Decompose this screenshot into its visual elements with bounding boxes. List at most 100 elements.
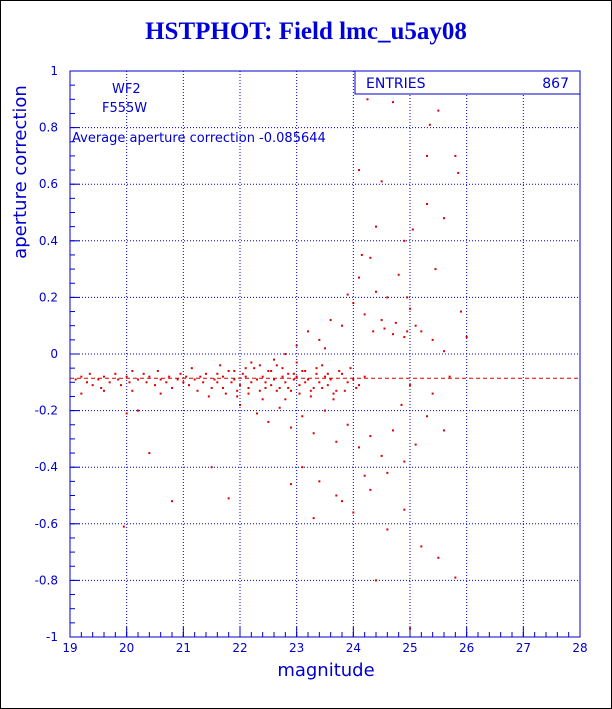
data-point: [341, 324, 343, 327]
data-point: [301, 369, 304, 372]
data-point: [312, 386, 315, 389]
data-point: [332, 398, 335, 401]
data-point: [159, 392, 162, 395]
data-point: [428, 123, 431, 126]
data-point: [281, 375, 284, 378]
x-tick-label: 20: [119, 641, 134, 655]
data-point: [250, 361, 253, 364]
data-point: [386, 296, 389, 299]
data-point: [270, 384, 273, 387]
data-point: [326, 384, 329, 387]
data-point: [352, 302, 355, 305]
data-point: [179, 372, 182, 375]
data-point: [275, 389, 278, 392]
data-point: [304, 369, 307, 372]
data-point: [284, 381, 287, 384]
data-point: [329, 378, 332, 381]
x-tick-label: 23: [289, 641, 304, 655]
data-point: [295, 344, 298, 347]
data-point: [406, 296, 409, 299]
data-point: [284, 398, 287, 401]
data-point: [386, 528, 389, 531]
data-point: [154, 384, 156, 387]
y-tick-label: -0.6: [35, 517, 58, 531]
data-point: [148, 452, 151, 455]
data-point: [318, 381, 321, 384]
data-points: [74, 98, 468, 630]
data-point: [185, 375, 188, 378]
data-point: [431, 392, 434, 395]
data-point: [108, 381, 111, 384]
data-point: [465, 336, 468, 339]
data-point: [117, 378, 120, 381]
x-tick-label: 19: [62, 641, 77, 655]
data-point: [420, 545, 423, 548]
data-point: [114, 372, 117, 375]
data-point: [363, 313, 366, 316]
data-point: [159, 378, 162, 381]
data-point: [137, 378, 139, 381]
y-tick-label: 0.8: [39, 121, 58, 135]
data-point: [397, 273, 400, 276]
data-point: [131, 369, 134, 372]
data-point: [278, 406, 281, 409]
data-point: [270, 369, 273, 372]
data-point: [335, 389, 338, 392]
y-tick-label: 1: [50, 64, 58, 78]
x-tick-label: 22: [232, 641, 247, 655]
data-point: [222, 386, 224, 389]
x-tick-label: 24: [346, 641, 361, 655]
entries-label: ENTRIES: [366, 76, 426, 92]
data-point: [258, 389, 261, 392]
stats-box: ENTRIES 867: [354, 70, 581, 95]
x-tick-label: 25: [402, 641, 417, 655]
data-point: [103, 375, 105, 378]
data-point: [236, 389, 239, 392]
data-point: [199, 375, 202, 378]
data-point: [312, 432, 315, 435]
data-point: [358, 276, 360, 279]
data-point: [145, 381, 148, 384]
data-point: [375, 579, 377, 582]
data-point: [86, 381, 88, 384]
data-point: [403, 336, 406, 339]
data-point: [258, 364, 261, 367]
data-point: [171, 500, 173, 503]
data-point: [239, 403, 241, 406]
data-point: [273, 378, 275, 381]
filter-label: F555W: [102, 101, 147, 116]
data-point: [256, 378, 258, 381]
data-point: [414, 443, 417, 446]
data-point: [207, 395, 210, 398]
data-point: [332, 392, 335, 395]
data-point: [165, 381, 168, 384]
data-point: [318, 480, 321, 483]
data-point: [394, 321, 397, 324]
data-point: [392, 333, 394, 336]
data-point: [290, 483, 292, 486]
data-point: [352, 378, 355, 381]
x-tick-label: 26: [459, 641, 474, 655]
data-point: [295, 361, 298, 364]
y-tick-label: -0.4: [35, 460, 58, 474]
data-point: [284, 353, 287, 355]
data-point: [224, 392, 227, 395]
data-point: [193, 378, 196, 381]
data-point: [301, 415, 304, 418]
y-tick-label: 0.2: [39, 290, 58, 304]
data-point: [380, 319, 383, 322]
data-point: [426, 415, 428, 418]
data-point: [321, 364, 324, 367]
data-point: [352, 511, 355, 514]
data-point: [131, 389, 134, 392]
data-point: [369, 488, 372, 491]
data-point: [290, 389, 292, 392]
data-point: [176, 378, 179, 381]
data-point: [431, 338, 434, 341]
data-point: [403, 460, 406, 463]
data-point: [392, 101, 394, 104]
x-tick-label: 28: [572, 641, 587, 655]
data-point: [227, 369, 230, 372]
data-point: [346, 423, 349, 426]
data-point: [315, 367, 318, 370]
